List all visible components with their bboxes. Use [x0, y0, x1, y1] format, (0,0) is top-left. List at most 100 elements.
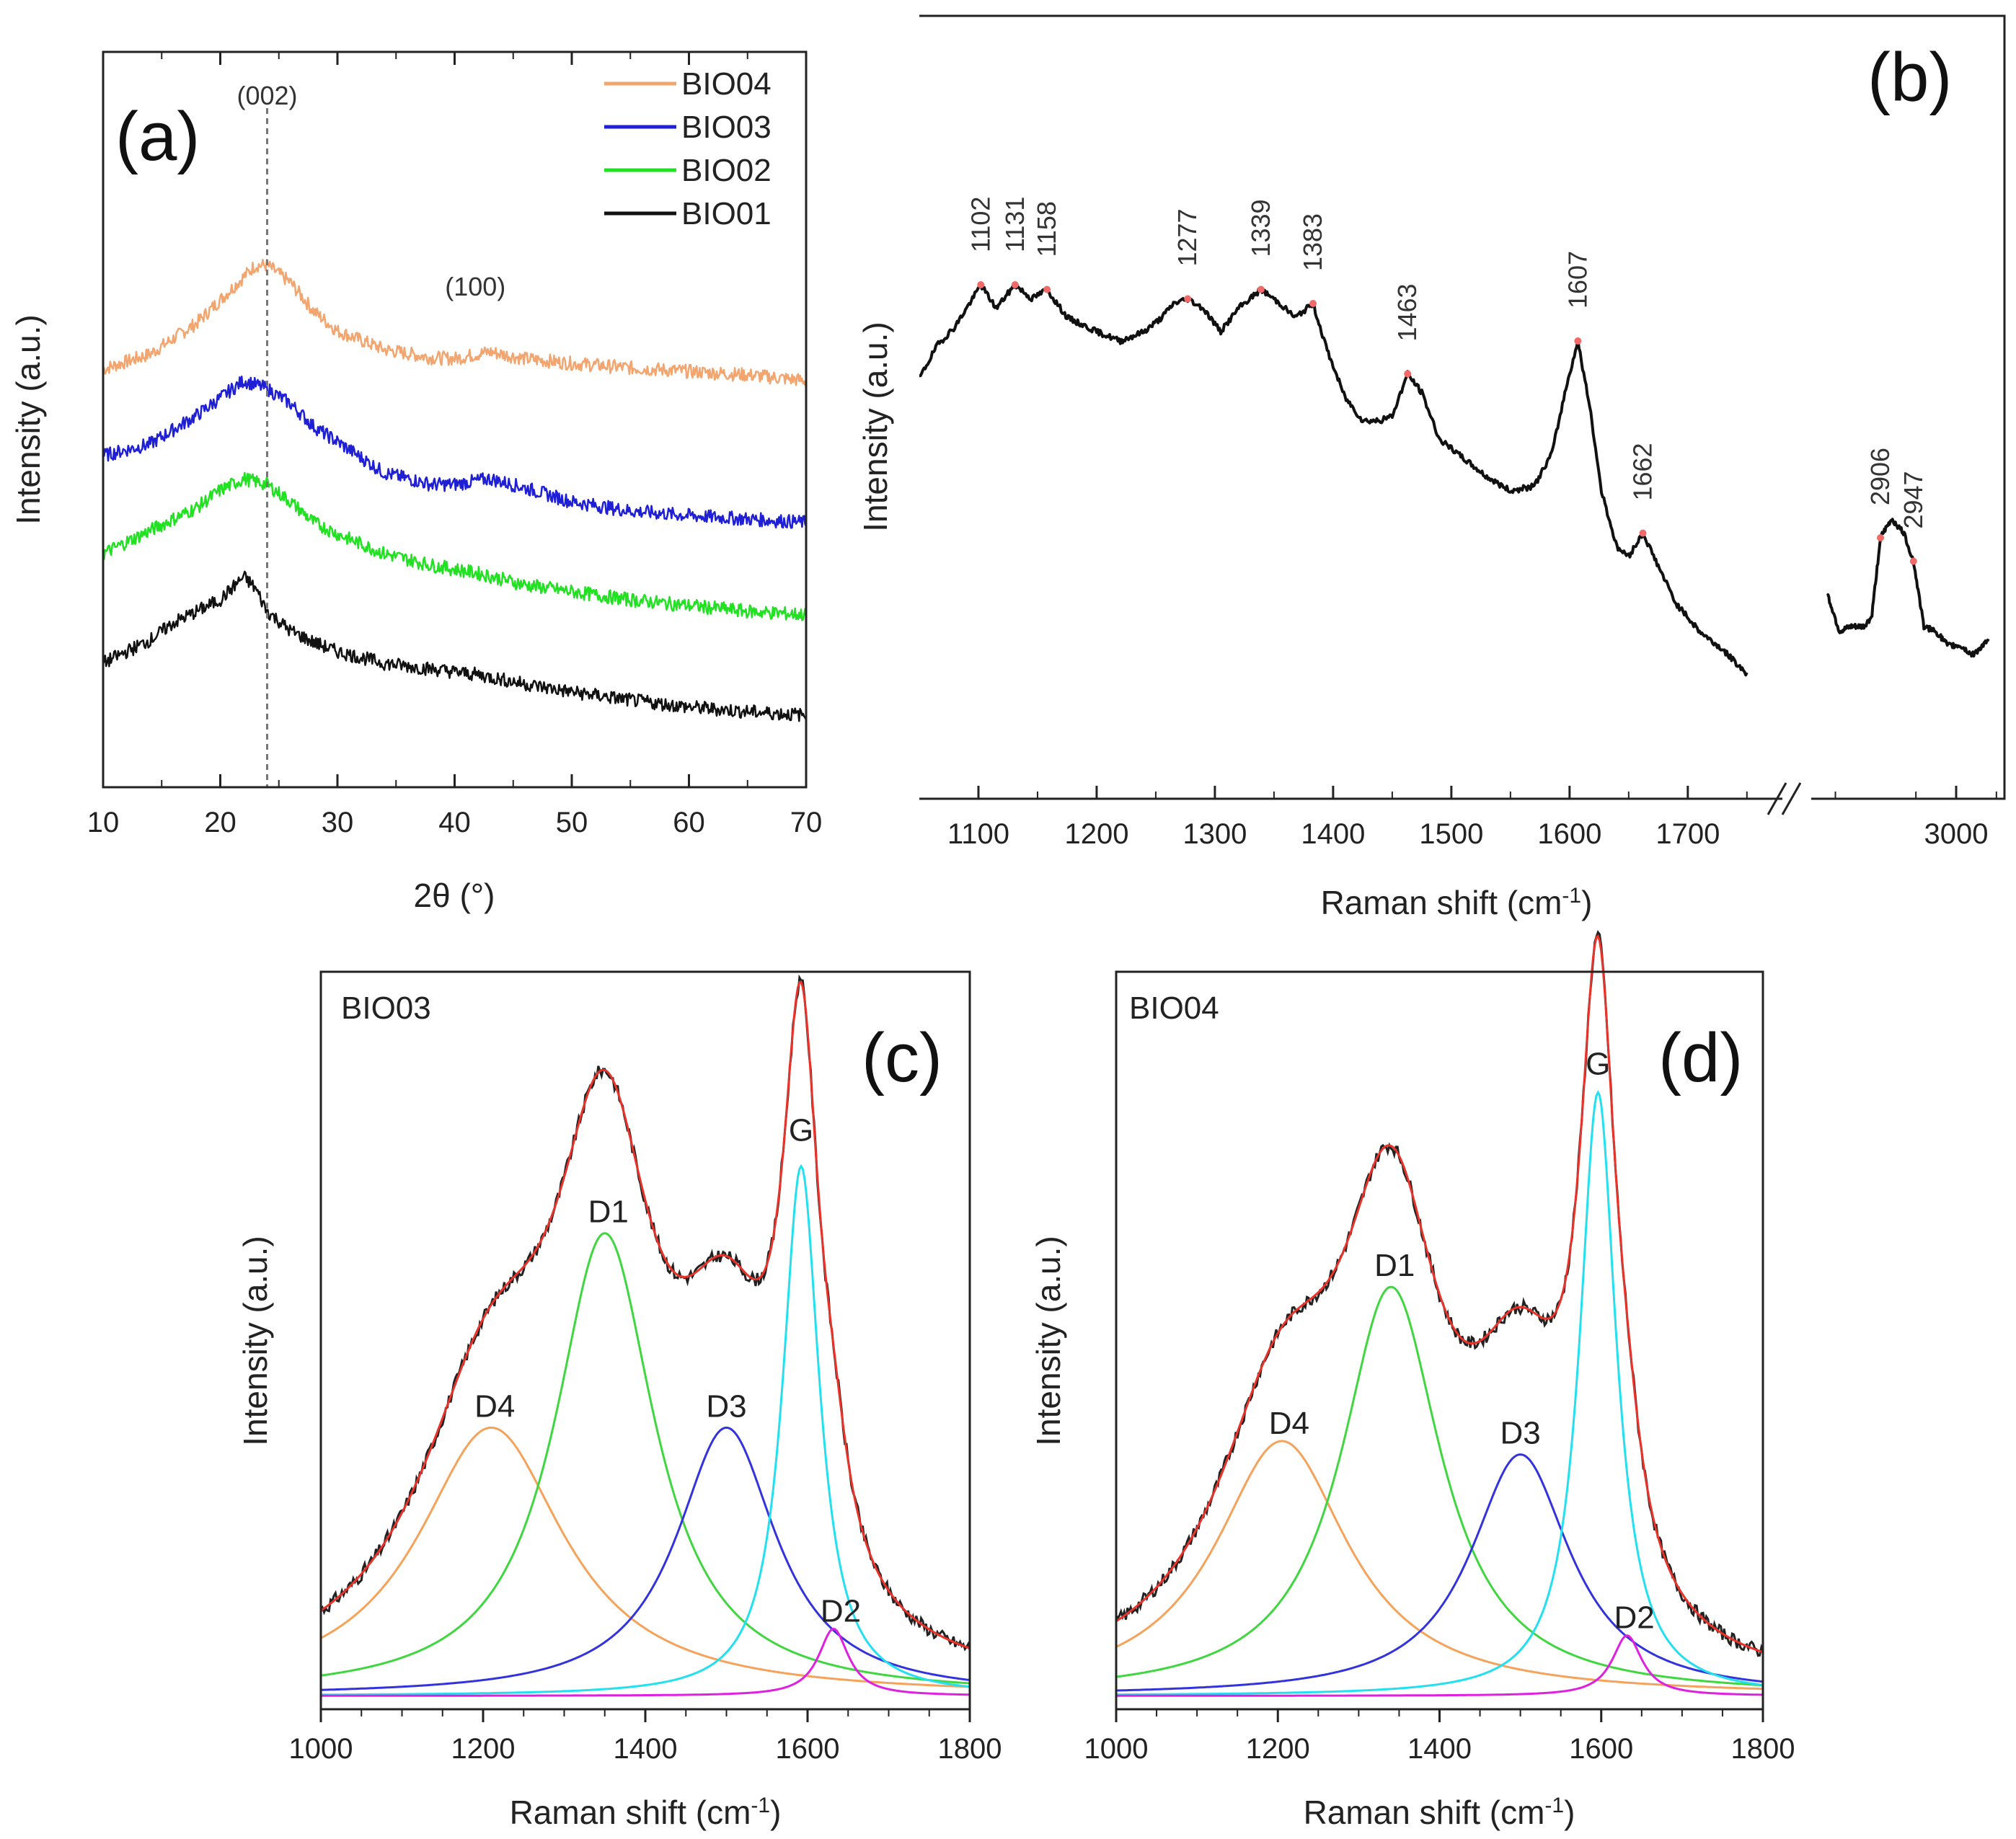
panel-b-peak-label: 1463: [1392, 283, 1422, 341]
panel-b-x-axis-title: Raman shift (cm-1): [1321, 884, 1593, 921]
axis-break-mark-right: [1781, 782, 1802, 815]
panel-c-component-labels: D4 D1 D3 G D2: [474, 1113, 861, 1629]
panel-c-x-axis-title: Raman shift (cm-1): [510, 1794, 782, 1831]
panel-b-peak-label: 2906: [1865, 448, 1895, 505]
component-d4-curve: [320, 1426, 971, 1688]
cumulative-fit-curve: [1115, 934, 1764, 1654]
panel-a-reflection-100-label: (100): [445, 272, 505, 301]
xlabel-close: ): [1564, 1794, 1575, 1831]
xlabel-superscript: -1: [751, 1794, 770, 1817]
panel-a-xtick-label: 10: [87, 807, 120, 838]
component-d3-curve: [1116, 1453, 1764, 1692]
legend-label-bio01: BIO01: [681, 196, 772, 231]
panel-b-ticks: 1100 1200 1300 1400 1500 1600 1700 3000: [947, 786, 1997, 850]
legend-label-bio02: BIO02: [681, 153, 772, 188]
component-label-d2: D2: [821, 1593, 861, 1628]
panel-d-tag: (d): [1658, 1019, 1743, 1096]
xtick-label: 1800: [1731, 1733, 1795, 1765]
panel-a-series-bio04: [102, 258, 808, 386]
panel-a-series-bio01: [102, 570, 808, 722]
panel-a-xtick-label: 50: [556, 807, 588, 838]
panel-c-sample-label: BIO03: [341, 991, 431, 1026]
panel-b-peak-label: 1102: [965, 197, 995, 252]
panel-a-y-axis-title: Intensity (a.u.): [9, 314, 47, 524]
component-label-d4: D4: [1269, 1406, 1309, 1441]
panel-b-tag: (b): [1867, 39, 1952, 116]
panel-b-peak-marker: [1309, 300, 1317, 307]
axis-break-mark-left: [1767, 782, 1787, 815]
component-label-g: G: [789, 1113, 813, 1148]
panel-d-series-group: [1115, 930, 1764, 1697]
panel-a-xtick-label: 30: [322, 807, 354, 838]
panel-a-series-bio03: [102, 375, 808, 529]
xtick-label: 1000: [289, 1733, 353, 1765]
xlabel-main: Raman shift (cm: [510, 1794, 751, 1831]
panel-a-xrd-chart: 10 20 30 40 50 60 70 (a) (002) (100) BIO04 BIO…: [9, 50, 823, 914]
panel-b-axis-break: [1767, 782, 1802, 815]
component-d3-curve: [320, 1426, 971, 1691]
panel-b-peak-label: 1383: [1298, 213, 1327, 271]
panel-d-sample-label: BIO04: [1129, 991, 1219, 1026]
panel-b-peak-label: 1607: [1562, 251, 1592, 309]
panel-b-xtick-label: 1400: [1301, 818, 1365, 850]
xtick-label: 1600: [1569, 1733, 1633, 1765]
panel-b-peak-label: 1131: [1000, 197, 1030, 252]
panel-a-reflection-002-label: (002): [236, 81, 297, 110]
panel-d-component-labels: D4 D1 D3 G D2: [1269, 1046, 1655, 1635]
panel-b-peak-marker: [1257, 285, 1265, 293]
component-label-d4: D4: [474, 1388, 515, 1424]
xtick-label: 1400: [614, 1733, 678, 1765]
panel-b-xtick-label: 3000: [1924, 818, 1989, 850]
panel-b-peak-marker: [977, 281, 985, 288]
panel-b-series-group: [919, 284, 1990, 677]
panel-b-peak-marker: [1574, 337, 1582, 345]
panel-c-tag: (c): [862, 1019, 942, 1096]
xlabel-close: ): [770, 1794, 781, 1831]
panel-b-peak-label: 1277: [1172, 208, 1202, 266]
component-label-d2: D2: [1614, 1600, 1655, 1636]
component-d4-curve: [1115, 1440, 1764, 1690]
xlabel-superscript: -1: [1562, 884, 1581, 908]
component-label-d3: D3: [1500, 1416, 1541, 1451]
panel-b-series-low: [919, 284, 1748, 677]
panel-a-series-bio02: [102, 471, 808, 621]
panel-b-plot-frame: [919, 14, 2006, 800]
panel-b-y-axis-title: Intensity (a.u.): [857, 322, 894, 531]
panel-b-xtick-label: 1700: [1655, 818, 1720, 850]
component-d1-curve: [320, 1232, 971, 1685]
panel-b-xtick-label: 1600: [1537, 818, 1601, 850]
legend-label-bio03: BIO03: [681, 110, 772, 145]
panel-b-xtick-label: 1500: [1419, 818, 1483, 850]
panel-a-series-group: [102, 258, 808, 722]
panel-b-peak-marker: [1404, 370, 1412, 378]
panel-b-series-high: [1826, 518, 1990, 658]
panel-c-series-group: [319, 974, 971, 1697]
panel-d-x-axis-title: Raman shift (cm-1): [1304, 1794, 1575, 1831]
panel-a-xtick-label: 60: [673, 807, 705, 838]
panel-b-peak-marker: [1639, 529, 1647, 537]
panel-d-y-axis-title: Intensity (a.u.): [1030, 1236, 1067, 1445]
component-label-g: G: [1586, 1046, 1610, 1081]
xlabel-superscript: -1: [1544, 1794, 1564, 1817]
panel-a-xtick-label: 20: [204, 807, 236, 838]
component-d2-curve: [1116, 1634, 1763, 1697]
panel-b-peak-marker: [1043, 285, 1051, 293]
panel-a-x-axis-title: 2θ (°): [414, 877, 495, 914]
xlabel-main: Raman shift (cm: [1304, 1794, 1545, 1831]
panel-b-raman-chart: 1100 1200 1300 1400 1500 1600 1700 3000 1102 113…: [857, 14, 2006, 921]
component-label-d1: D1: [588, 1195, 629, 1230]
panel-b-peak-label: 2947: [1898, 471, 1928, 528]
panel-b-peak-marker: [1909, 557, 1917, 565]
xtick-label: 1400: [1407, 1733, 1472, 1765]
component-d1-curve: [1115, 1285, 1764, 1687]
xtick-label: 1600: [776, 1733, 840, 1765]
component-d2-curve: [321, 1627, 971, 1697]
legend-label-bio04: BIO04: [681, 66, 772, 102]
panel-a-ticks: 10 20 30 40 50 60 70: [87, 52, 823, 838]
panel-b-peak-marker: [1184, 295, 1192, 303]
xlabel-close: ): [1581, 884, 1592, 921]
panel-a-xtick-label: 40: [438, 807, 471, 838]
panel-a-xtick-label: 70: [790, 807, 823, 838]
panel-b-xtick-label: 1300: [1182, 818, 1247, 850]
